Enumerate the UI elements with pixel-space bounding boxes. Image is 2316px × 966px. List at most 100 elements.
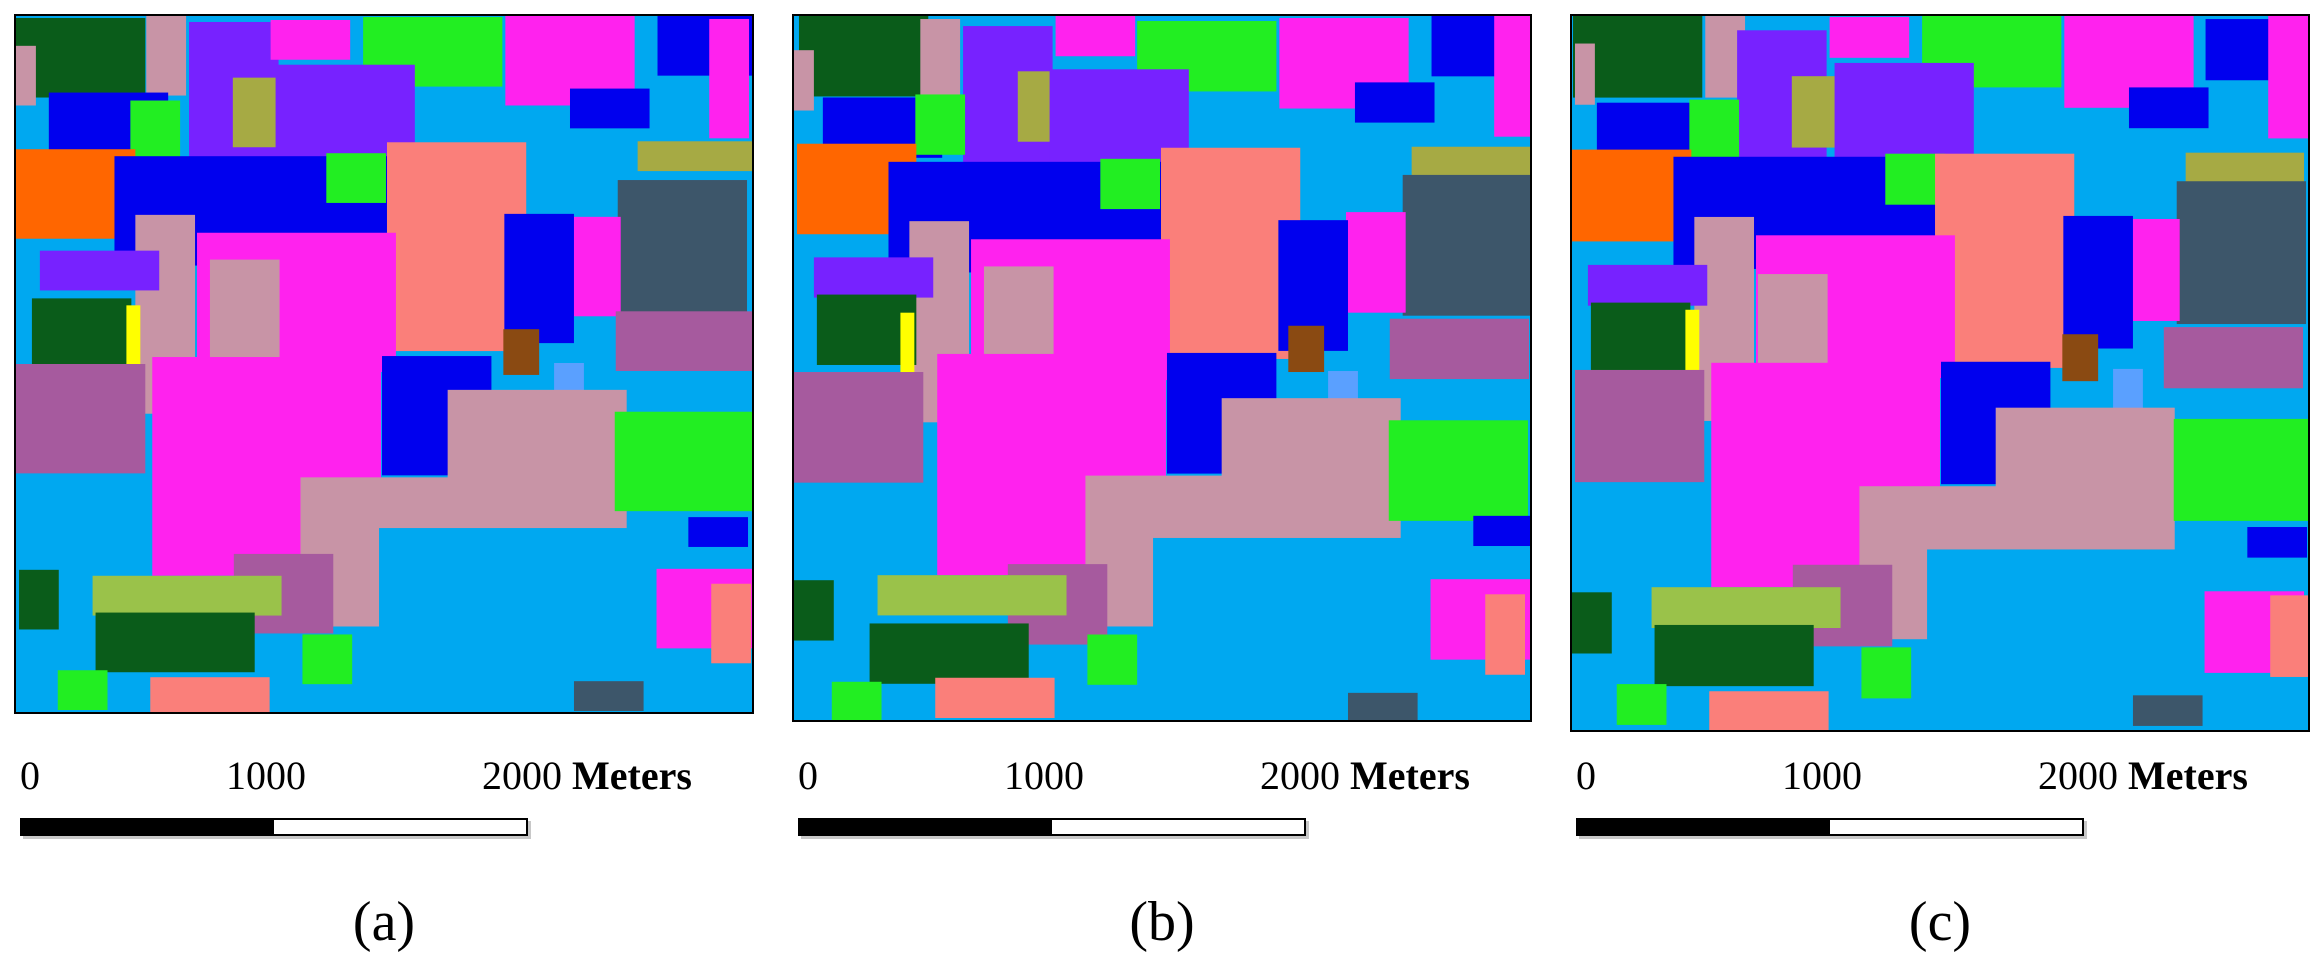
map-region-slate bbox=[2132, 695, 2203, 726]
map-region-magenta bbox=[1494, 16, 1530, 137]
map-region-magenta bbox=[1346, 212, 1406, 313]
map-region-bright-green bbox=[130, 100, 181, 161]
map-region-salmon bbox=[2270, 595, 2308, 677]
map-region-brown bbox=[1288, 325, 1325, 373]
scale-bar-black-segment bbox=[800, 820, 1052, 834]
map-region-purple bbox=[39, 250, 160, 291]
map-region-blue bbox=[569, 88, 650, 129]
map-region-bright-green bbox=[1689, 99, 1740, 161]
map-region-yellow bbox=[900, 312, 915, 374]
map-region-bright-green bbox=[614, 411, 752, 512]
map-region-bright-green bbox=[1616, 684, 1667, 725]
map-region-bright-green bbox=[831, 681, 882, 720]
map-region-blue bbox=[1473, 515, 1530, 547]
map-region-dark-green bbox=[1572, 592, 1612, 654]
scale-tick-2000: 2000 Meters bbox=[1260, 752, 1470, 799]
map-region-dark-green bbox=[798, 16, 929, 97]
scale-unit: Meters bbox=[572, 753, 692, 798]
classification-map-b bbox=[792, 14, 1532, 722]
map-region-magenta bbox=[709, 18, 750, 139]
scale-tick-0: 0 bbox=[1576, 753, 1596, 798]
classification-map-a-graphic bbox=[16, 16, 752, 712]
map-region-slate bbox=[1402, 174, 1530, 316]
map-region-bright-green bbox=[1388, 420, 1529, 521]
classification-map-c-graphic bbox=[1572, 16, 2308, 730]
map-region-magenta bbox=[1829, 17, 1910, 58]
map-region-salmon bbox=[935, 677, 1055, 718]
scale-bar-b bbox=[798, 818, 1306, 836]
scale-labels-b: 0 1000 2000 Meters bbox=[796, 752, 1536, 802]
map-region-purple bbox=[1587, 264, 1708, 306]
map-region-bright-green bbox=[915, 94, 966, 155]
map-region-olive bbox=[1791, 76, 1842, 148]
map-region-plum bbox=[1574, 369, 1705, 483]
classification-map-c bbox=[1570, 14, 2310, 732]
map-region-slate bbox=[617, 180, 748, 320]
map-region-bright-green bbox=[1861, 647, 1912, 699]
scale-tick-2000: 2000 Meters bbox=[2038, 752, 2248, 799]
scale-tick-0: 0 bbox=[798, 753, 818, 798]
map-region-plum bbox=[1389, 318, 1530, 380]
classification-map-a bbox=[14, 14, 754, 714]
map-region-bright-green bbox=[1100, 158, 1161, 210]
map-region-dark-green bbox=[16, 17, 146, 98]
panel-a: 0 1000 2000 Meters (a) bbox=[14, 0, 754, 966]
map-region-salmon bbox=[1935, 153, 2075, 368]
map-region-olive bbox=[232, 77, 283, 148]
map-region-yellow bbox=[126, 305, 141, 365]
scale-labels-c: 0 1000 2000 Meters bbox=[1574, 752, 2314, 802]
map-region-salmon bbox=[150, 677, 270, 712]
map-region-blue bbox=[1354, 82, 1435, 123]
map-region-orange bbox=[1572, 149, 1692, 242]
panel-b: 0 1000 2000 Meters (b) bbox=[792, 0, 1532, 966]
map-region-salmon bbox=[386, 142, 527, 352]
scale-bar-black-segment bbox=[1578, 820, 1830, 834]
classification-map-b-graphic bbox=[794, 16, 1530, 720]
map-region-dark-green bbox=[794, 580, 834, 641]
caption-b: (b) bbox=[1129, 891, 1195, 953]
scale-tick-2000-value: 2000 bbox=[1260, 753, 1340, 798]
map-region-sky-blue bbox=[1153, 537, 1452, 719]
map-region-olive bbox=[1410, 146, 1530, 177]
scale-tick-2000-value: 2000 bbox=[2038, 753, 2118, 798]
map-region-mauve bbox=[16, 45, 36, 106]
map-region-dark-green bbox=[18, 569, 59, 630]
map-region-dark-green bbox=[31, 298, 132, 368]
map-region-bright-green bbox=[57, 670, 108, 711]
map-region-bright-green bbox=[2173, 418, 2308, 521]
map-region-plum bbox=[2163, 327, 2304, 389]
scale-labels-a: 0 1000 2000 Meters bbox=[18, 752, 758, 802]
scale-bar-black-segment bbox=[22, 820, 274, 834]
scale-tick-0: 0 bbox=[20, 753, 40, 798]
map-region-blue bbox=[2063, 215, 2133, 349]
map-region-magenta bbox=[2268, 16, 2308, 139]
map-region-bright-green bbox=[302, 634, 353, 685]
map-region-salmon bbox=[1485, 594, 1526, 675]
map-region-salmon bbox=[1161, 147, 1301, 359]
map-region-mauve bbox=[209, 259, 280, 369]
map-region-salmon bbox=[711, 583, 752, 664]
map-region-dark-green bbox=[95, 612, 255, 673]
map-region-salmon bbox=[1709, 691, 1829, 730]
map-region-mauve bbox=[146, 16, 187, 96]
map-region-blue bbox=[504, 213, 574, 344]
map-region-slate bbox=[1347, 692, 1418, 720]
map-region-blue bbox=[2128, 87, 2209, 129]
scale-tick-2000-value: 2000 bbox=[482, 753, 562, 798]
map-region-brown bbox=[503, 329, 540, 375]
map-region-light-olive bbox=[1651, 587, 1841, 628]
scale-unit: Meters bbox=[2128, 753, 2248, 798]
map-region-blue bbox=[688, 517, 749, 547]
panel-c: 0 1000 2000 Meters (c) bbox=[1570, 0, 2310, 966]
map-region-mauve bbox=[794, 50, 814, 111]
map-region-blue bbox=[2247, 527, 2308, 558]
caption-a: (a) bbox=[352, 891, 416, 953]
map-region-bright-green bbox=[1885, 153, 1945, 205]
scale-tick-1000: 1000 bbox=[226, 753, 306, 798]
scale-tick-1000: 1000 bbox=[1782, 753, 1862, 798]
map-region-brown bbox=[2062, 334, 2099, 382]
map-region-sky-blue bbox=[379, 528, 678, 708]
map-region-dark-green bbox=[869, 623, 1029, 684]
map-region-slate bbox=[573, 681, 644, 712]
scale-tick-1000: 1000 bbox=[1004, 753, 1084, 798]
